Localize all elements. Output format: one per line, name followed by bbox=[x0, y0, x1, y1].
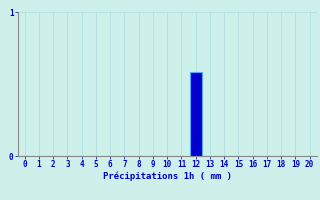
X-axis label: Précipitations 1h ( mm ): Précipitations 1h ( mm ) bbox=[103, 172, 232, 181]
Bar bbox=[190, 72, 202, 156]
